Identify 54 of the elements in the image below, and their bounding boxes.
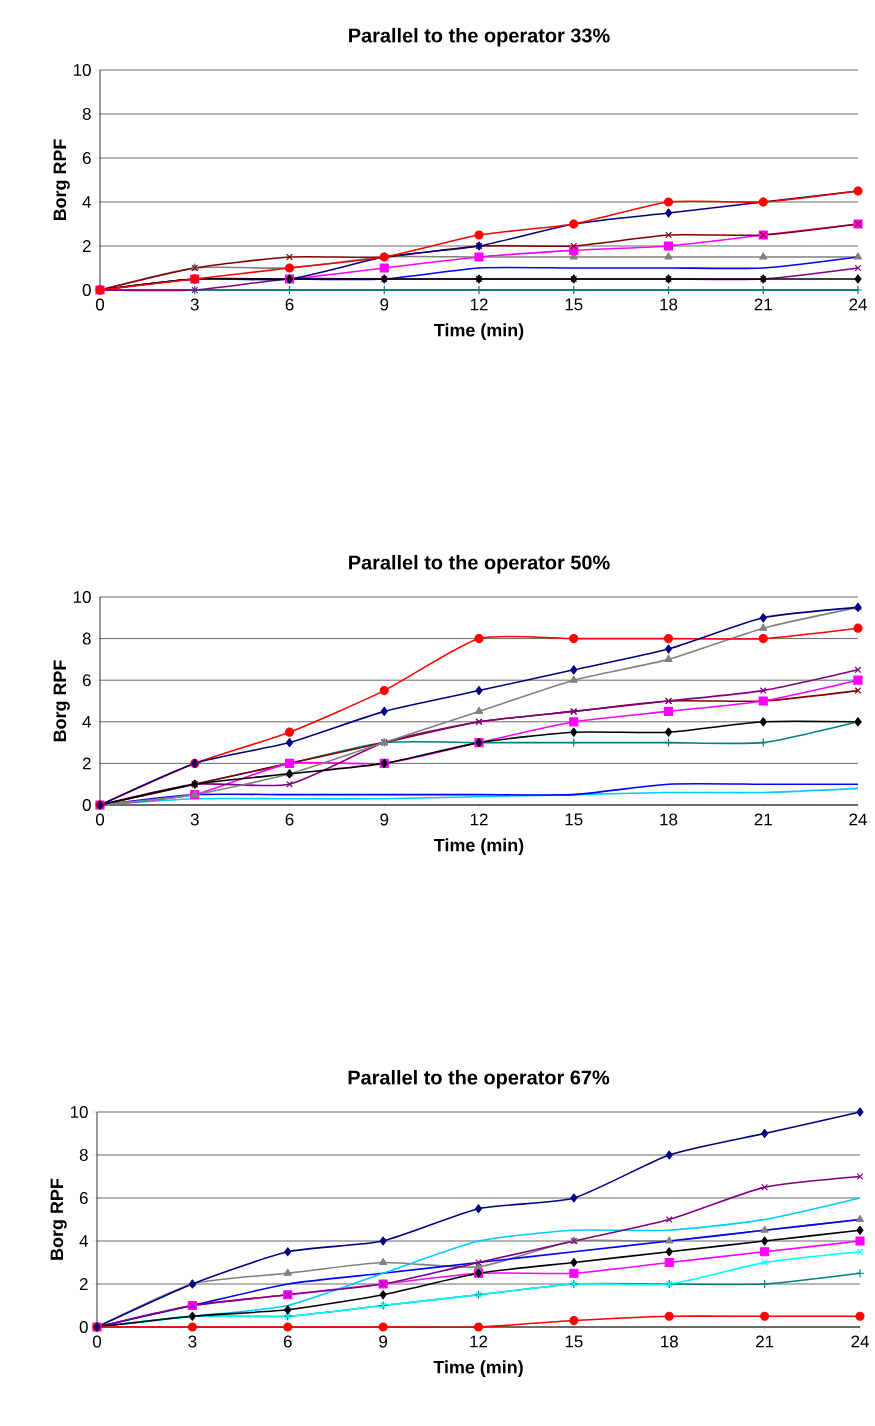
y-axis-title: Borg RPF	[50, 1178, 67, 1260]
y-tick-label: 10	[70, 1106, 88, 1118]
y-tick-label: 6	[82, 674, 91, 687]
x-tick-label: 15	[565, 813, 583, 826]
x-tick-label: 12	[470, 1335, 488, 1348]
x-tick-label: 21	[754, 813, 772, 826]
x-tick-label: 0	[95, 298, 105, 311]
y-axis-title: Borg RPF	[53, 139, 70, 221]
x-tick-label: 12	[470, 813, 488, 826]
x-axis-title: Time (min)	[434, 323, 524, 341]
x-tick-label: 12	[470, 298, 488, 311]
x-tick-label: 21	[754, 298, 772, 311]
x-tick-label: 9	[380, 813, 389, 826]
chart-title: Parallel to the operator 50%	[349, 554, 610, 574]
y-tick-label: 4	[79, 1235, 88, 1247]
x-tick-label: 9	[380, 298, 389, 311]
y-tick-label: 0	[82, 798, 91, 811]
y-tick-label: 6	[82, 151, 91, 164]
x-tick-label: 18	[660, 298, 678, 311]
y-tick-label: 2	[79, 1278, 88, 1290]
y-tick-label: 8	[82, 632, 91, 645]
y-tick-label: 10	[73, 590, 91, 603]
x-tick-label: 3	[190, 298, 199, 311]
x-tick-label: 6	[283, 1335, 292, 1348]
x-tick-label: 0	[92, 1335, 102, 1348]
y-tick-label: 8	[79, 1149, 88, 1161]
x-tick-label: 21	[756, 1335, 774, 1348]
x-tick-label: 24	[851, 1335, 869, 1348]
chart-title: Parallel to the operator 33%	[349, 27, 610, 47]
x-tick-label: 6	[285, 813, 294, 826]
y-axis-title: Borg RPF	[53, 660, 70, 742]
x-tick-label: 15	[565, 1335, 583, 1348]
x-tick-label: 3	[190, 813, 199, 826]
x-axis-title: Time (min)	[433, 1360, 523, 1378]
y-tick-label: 10	[73, 63, 91, 76]
y-tick-label: 2	[82, 240, 91, 252]
x-tick-label: 9	[379, 1335, 388, 1348]
x-tick-label: 3	[188, 1335, 197, 1348]
y-tick-label: 2	[82, 757, 91, 770]
y-tick-label: 4	[82, 715, 91, 728]
x-tick-label: 18	[660, 813, 678, 826]
y-tick-label: 4	[82, 196, 91, 208]
chart-title: Parallel to the operator 67%	[348, 1069, 610, 1089]
x-tick-label: 18	[661, 1335, 678, 1348]
y-tick-label: 0	[82, 283, 91, 296]
x-tick-label: 24	[849, 813, 867, 826]
y-tick-label: 6	[79, 1192, 88, 1204]
x-tick-label: 6	[285, 298, 294, 311]
x-tick-label: 15	[565, 298, 583, 311]
y-tick-label: 0	[79, 1321, 88, 1333]
x-tick-label: 0	[95, 813, 105, 826]
x-tick-label: 24	[849, 298, 867, 311]
y-tick-label: 8	[82, 107, 91, 120]
x-axis-title: Time (min)	[434, 838, 524, 856]
